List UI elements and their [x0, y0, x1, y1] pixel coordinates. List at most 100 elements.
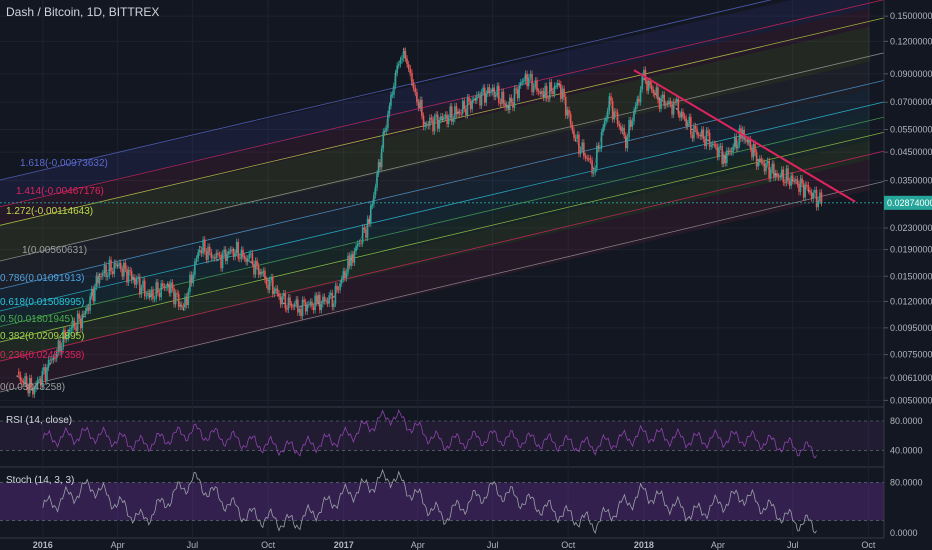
price-candle-body [727, 150, 730, 153]
price-point [116, 264, 119, 267]
price-point [98, 273, 101, 276]
price-candle-body [134, 277, 136, 285]
price-candle-body [298, 309, 301, 313]
trendline-drawing[interactable] [633, 69, 856, 203]
fib-channel-band [0, 88, 870, 312]
price-candle-body [393, 86, 395, 95]
price-point [542, 95, 545, 97]
price-candle-body [584, 156, 587, 158]
price-candle-body [578, 134, 580, 154]
price-candle-body [124, 262, 127, 269]
price-candle-body [664, 103, 667, 106]
price-candle-body [550, 82, 553, 92]
price-candle-body [126, 268, 128, 283]
time-axis[interactable]: 2016 Apr Jul Oct 2017 Apr Jul Oct 2018 Apr Jul Oct [33, 540, 876, 550]
price-candle-body [322, 296, 324, 304]
price-candle-body [360, 242, 362, 244]
price-candle-body [608, 96, 611, 112]
fib-channel-band [0, 159, 870, 392]
price-candle-body [646, 80, 648, 91]
price-candle-body [675, 99, 678, 103]
price-point [807, 189, 810, 192]
price-candle-body [248, 254, 251, 259]
price-candle-body [697, 134, 700, 136]
price-candle-body [419, 99, 422, 108]
price-candle-body [253, 263, 255, 275]
price-candle-body [458, 111, 461, 114]
price-candle-body [60, 346, 63, 353]
price-candle-body [155, 282, 158, 299]
fib-level-label: 0.382(0.02094895) [0, 331, 85, 342]
fib-level-labels: 1.618(-0.00973632) 1.414(-0.00467176) 1.27… [0, 158, 108, 393]
price-candle-body [203, 239, 206, 252]
price-candle-body [215, 252, 218, 259]
price-candle-body [710, 144, 712, 147]
x-tick-label: Oct [861, 540, 876, 550]
price-point [282, 302, 285, 305]
price-candle-body [411, 72, 413, 83]
fib-level-label: 0.618(0.01508995) [0, 297, 85, 308]
price-candle-body [336, 285, 338, 290]
price-point [350, 258, 352, 260]
price-point [724, 156, 727, 159]
price-candle-body [605, 118, 608, 122]
price-candle-body [30, 377, 33, 388]
price-candle-body [498, 85, 500, 103]
price-candle-body [469, 101, 472, 110]
price-candle-body [482, 87, 484, 93]
price-candle-body [323, 296, 326, 302]
price-candle-body [22, 381, 25, 384]
price-candle-body [483, 87, 486, 103]
price-point [558, 83, 560, 86]
price-candle-body [790, 175, 792, 186]
price-candle-body [705, 130, 708, 146]
price-point [757, 159, 759, 161]
price-candle-body [704, 139, 706, 146]
price-candle-body [344, 271, 346, 279]
price-candle-body [267, 284, 269, 290]
price-candle-body [766, 160, 769, 164]
price-candle-body [363, 227, 366, 230]
price-candle-body [174, 292, 177, 305]
fib-level-label: 0(0.03043258) [0, 382, 65, 393]
x-tick-label: Jul [487, 540, 499, 550]
price-candle-body [780, 169, 783, 177]
price-candle-body [306, 304, 309, 312]
price-candle-body [217, 252, 219, 255]
price-candle-body [768, 160, 770, 179]
price-candle-body [814, 189, 816, 194]
price-candle-body [638, 98, 640, 103]
fib-level-line [0, 0, 772, 181]
price-candle-body [429, 117, 431, 126]
price-candle-body [613, 111, 616, 120]
price-candle-body [100, 275, 102, 277]
price-candle-body [240, 249, 243, 259]
price-candle-body [802, 183, 805, 198]
price-candle-body [94, 286, 96, 302]
price-point [199, 245, 201, 248]
fib-level-line [0, 179, 891, 393]
x-tick-label: Jul [187, 540, 199, 550]
price-candle-body [527, 77, 530, 87]
price-candle-body [192, 275, 195, 284]
price-candle-body [202, 239, 204, 254]
price-candle-body [229, 249, 232, 252]
rsi-line [42, 409, 817, 459]
price-point [67, 329, 70, 332]
price-candle-body [325, 300, 327, 302]
price-candle-body [162, 283, 164, 287]
price-candle-body [799, 178, 802, 192]
price-candle-body [805, 184, 808, 186]
price-candle-body [177, 293, 180, 307]
price-candle-body [52, 357, 55, 361]
price-candle-body [165, 287, 167, 289]
price-candle-body [624, 135, 627, 149]
price-candle-body [454, 106, 456, 119]
price-candle-body [407, 64, 410, 69]
price-candle-body [333, 303, 335, 308]
fib-channel-band [0, 8, 870, 226]
price-candle-body [119, 262, 122, 269]
price-candle-body [427, 124, 430, 126]
